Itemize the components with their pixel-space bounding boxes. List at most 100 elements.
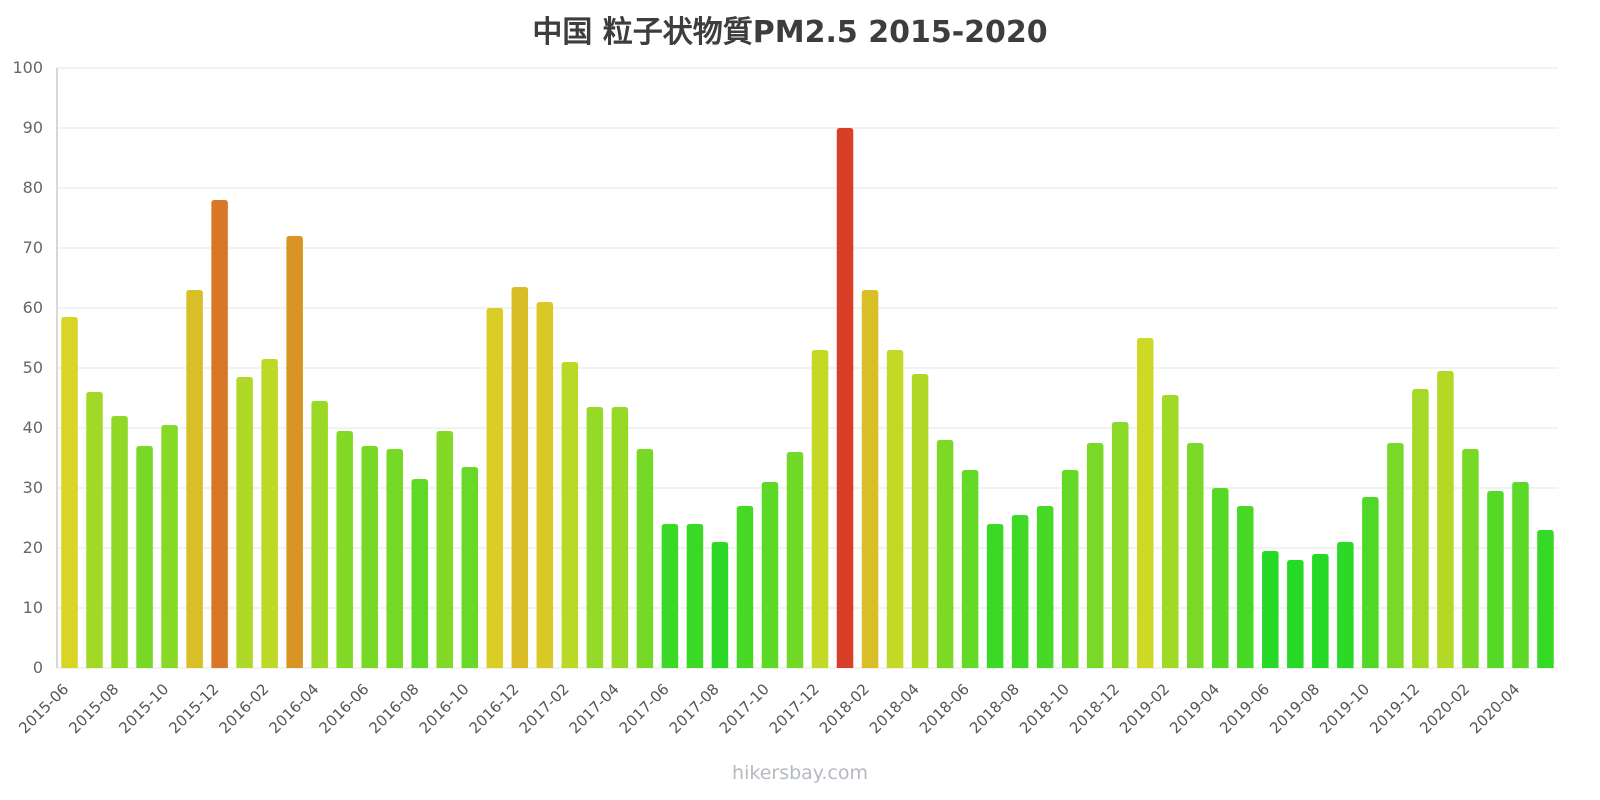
bar[interactable] xyxy=(1487,491,1504,668)
bar[interactable] xyxy=(1462,449,1479,668)
x-axis-tick-label: 2019-12 xyxy=(1366,680,1423,737)
bar[interactable] xyxy=(786,452,804,668)
bar[interactable] xyxy=(1212,488,1229,668)
y-axis-tick-label: 0 xyxy=(33,658,43,677)
bar[interactable] xyxy=(711,542,729,668)
bar[interactable] xyxy=(886,350,904,668)
bar[interactable] xyxy=(1262,551,1279,668)
bar[interactable] xyxy=(1161,395,1179,668)
y-axis-tick-label: 90 xyxy=(23,118,43,137)
bar[interactable] xyxy=(1086,443,1104,668)
bar[interactable] xyxy=(161,425,178,668)
bar[interactable] xyxy=(611,407,629,668)
x-axis-tick-label: 2015-06 xyxy=(15,680,72,737)
x-axis-tick-label: 2019-06 xyxy=(1216,680,1273,737)
bar[interactable] xyxy=(1136,338,1154,668)
bar[interactable] xyxy=(211,200,228,668)
bar[interactable] xyxy=(636,449,654,668)
y-axis-tick-label: 50 xyxy=(23,358,43,377)
x-axis-tick-label: 2018-04 xyxy=(866,680,923,737)
bar[interactable] xyxy=(686,524,704,668)
x-axis-tick-label: 2017-08 xyxy=(666,680,723,737)
bar[interactable] xyxy=(561,362,579,668)
bar[interactable] xyxy=(1111,422,1129,668)
x-axis-tick-label: 2015-10 xyxy=(115,680,172,737)
bar[interactable] xyxy=(436,431,454,668)
bar[interactable] xyxy=(236,377,253,668)
bar[interactable] xyxy=(136,446,153,668)
bar[interactable] xyxy=(336,431,353,668)
x-axis-tick-label: 2018-12 xyxy=(1066,680,1123,737)
bar[interactable] xyxy=(311,401,328,668)
bar[interactable] xyxy=(86,392,103,668)
bar[interactable] xyxy=(1237,506,1254,668)
bar[interactable] xyxy=(1312,554,1329,668)
y-axis-tick-label: 80 xyxy=(23,178,43,197)
y-axis-tick-label: 20 xyxy=(23,538,43,557)
bar[interactable] xyxy=(111,416,128,668)
x-axis-tick-label: 2019-08 xyxy=(1266,680,1323,737)
bar[interactable] xyxy=(661,524,679,668)
bar[interactable] xyxy=(861,290,879,668)
bar[interactable] xyxy=(1337,542,1354,668)
bar[interactable] xyxy=(1036,506,1054,668)
bar[interactable] xyxy=(1437,371,1454,668)
bar[interactable] xyxy=(961,470,979,668)
bar[interactable] xyxy=(61,317,78,668)
x-axis-tick-label: 2016-08 xyxy=(366,680,423,737)
y-axis-tick-label: 60 xyxy=(23,298,43,317)
x-axis-tick-label: 2016-12 xyxy=(466,680,523,737)
bar[interactable] xyxy=(1011,515,1029,668)
bar[interactable] xyxy=(736,506,754,668)
bar[interactable] xyxy=(1362,497,1379,668)
bar[interactable] xyxy=(836,128,854,668)
bar-chart: 中国 粒子状物質PM2.5 2015-2020 0 10 20 30 40 50 60 70 8… xyxy=(12,15,1558,737)
bar[interactable] xyxy=(486,308,504,668)
bar[interactable] xyxy=(1512,482,1529,668)
bar[interactable] xyxy=(286,236,303,668)
bar[interactable] xyxy=(761,482,779,668)
x-axis-tick-label: 2017-12 xyxy=(766,680,823,737)
y-axis-tick-label: 10 xyxy=(23,598,43,617)
bar[interactable] xyxy=(386,449,403,668)
x-axis-tick-label: 2019-04 xyxy=(1166,680,1223,737)
y-axis-tick-label: 40 xyxy=(23,418,43,437)
bar[interactable] xyxy=(511,287,529,668)
bar[interactable] xyxy=(261,359,278,668)
bar[interactable] xyxy=(911,374,929,668)
bar[interactable] xyxy=(536,302,554,668)
x-axis-tick-label: 2016-06 xyxy=(315,680,372,737)
y-axis-labels: 0 10 20 30 40 50 60 70 80 90 100 xyxy=(12,58,43,677)
x-axis-tick-label: 2018-02 xyxy=(816,680,873,737)
bar[interactable] xyxy=(586,407,604,668)
bar[interactable] xyxy=(1187,443,1204,668)
bar[interactable] xyxy=(186,290,203,668)
x-axis-tick-label: 2019-02 xyxy=(1116,680,1173,737)
bar[interactable] xyxy=(461,467,479,668)
x-axis-tick-label: 2016-02 xyxy=(215,680,272,737)
bar[interactable] xyxy=(811,350,829,668)
x-axis-tick-label: 2016-10 xyxy=(416,680,473,737)
x-axis-tick-label: 2020-02 xyxy=(1416,680,1473,737)
x-axis-tick-label: 2019-10 xyxy=(1316,680,1373,737)
x-axis-tick-label: 2020-04 xyxy=(1466,680,1523,737)
bar[interactable] xyxy=(361,446,378,668)
chart-title: 中国 粒子状物質PM2.5 2015-2020 xyxy=(532,15,1047,50)
bar[interactable] xyxy=(986,524,1004,668)
bar[interactable] xyxy=(1412,389,1429,668)
x-axis-tick-label: 2015-12 xyxy=(165,680,222,737)
x-axis-tick-label: 2018-08 xyxy=(966,680,1023,737)
y-axis-tick-label: 30 xyxy=(23,478,43,497)
x-axis-tick-label: 2017-02 xyxy=(516,680,573,737)
x-axis-labels: 2015-062015-082015-102015-122016-022016-… xyxy=(15,680,1523,737)
gridlines xyxy=(56,67,1558,669)
bar[interactable] xyxy=(936,440,954,668)
bar[interactable] xyxy=(411,479,428,668)
bar[interactable] xyxy=(1387,443,1404,668)
x-axis-tick-label: 2018-06 xyxy=(916,680,973,737)
x-axis-tick-label: 2017-04 xyxy=(566,680,623,737)
bar[interactable] xyxy=(1061,470,1079,668)
bar[interactable] xyxy=(1287,560,1304,668)
bar[interactable] xyxy=(1537,530,1554,668)
x-axis-tick-label: 2018-10 xyxy=(1016,680,1073,737)
